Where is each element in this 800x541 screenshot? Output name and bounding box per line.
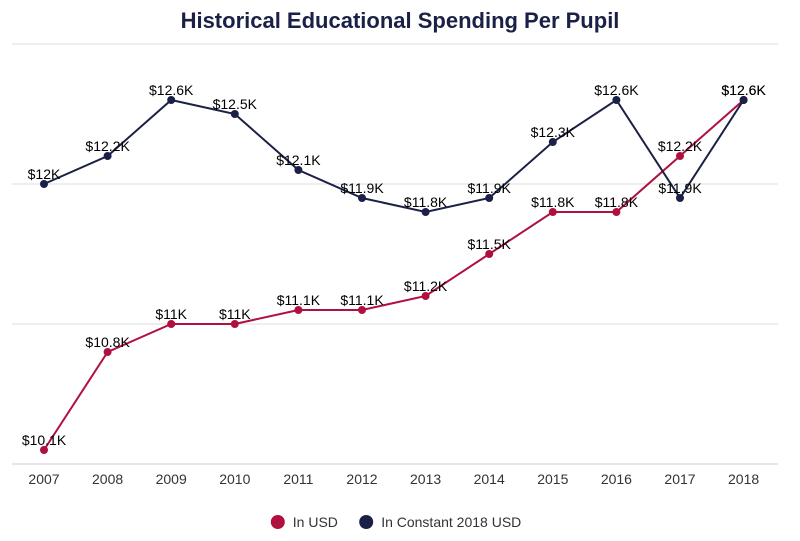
x-tick-label: 2016 bbox=[601, 471, 632, 487]
x-tick-label: 2015 bbox=[537, 471, 568, 487]
data-point[interactable] bbox=[485, 194, 494, 202]
data-label: $11.5K bbox=[468, 236, 512, 252]
data-label: $11.8K bbox=[531, 194, 575, 210]
data-point[interactable] bbox=[103, 348, 112, 356]
data-label: $12.3K bbox=[531, 124, 576, 140]
data-label: $12K bbox=[28, 166, 61, 182]
data-point[interactable] bbox=[358, 306, 366, 314]
x-tick-label: 2018 bbox=[728, 471, 759, 487]
data-point[interactable] bbox=[294, 166, 303, 174]
legend-label[interactable]: In USD bbox=[293, 514, 338, 530]
x-tick-label: 2013 bbox=[410, 471, 441, 487]
data-label: $12.6K bbox=[594, 82, 639, 98]
x-tick-label: 2009 bbox=[156, 471, 187, 487]
data-label: $11.9K bbox=[658, 180, 702, 196]
data-point[interactable] bbox=[230, 320, 239, 328]
legend-marker[interactable] bbox=[270, 515, 285, 529]
x-tick-label: 2014 bbox=[474, 471, 505, 487]
series-line bbox=[43, 99, 745, 451]
data-label: $12.1K bbox=[276, 152, 321, 168]
data-label: $12.6K bbox=[721, 82, 766, 98]
legend-marker[interactable] bbox=[359, 515, 374, 529]
data-label: $12.6K bbox=[721, 82, 766, 98]
data-label: $11.8K bbox=[595, 194, 639, 210]
x-tick-label: 2010 bbox=[219, 471, 250, 487]
x-tick-label: 2007 bbox=[28, 471, 59, 487]
data-point[interactable] bbox=[485, 250, 494, 258]
x-tick-label: 2011 bbox=[283, 471, 313, 487]
data-point[interactable] bbox=[548, 138, 557, 146]
data-label: $11K bbox=[219, 306, 251, 322]
data-point[interactable] bbox=[612, 208, 621, 216]
data-point[interactable] bbox=[167, 96, 176, 104]
data-label: $11.1K bbox=[277, 292, 321, 308]
data-point[interactable] bbox=[676, 152, 684, 160]
data-label: $10.1K bbox=[22, 432, 67, 448]
data-point[interactable] bbox=[421, 208, 430, 216]
data-point[interactable] bbox=[167, 320, 176, 328]
data-label: $11.9K bbox=[468, 180, 512, 196]
data-point[interactable] bbox=[230, 110, 239, 118]
data-point[interactable] bbox=[739, 96, 748, 104]
data-label: $12.5K bbox=[213, 96, 258, 112]
data-label: $11.2K bbox=[404, 278, 448, 294]
data-point[interactable] bbox=[421, 292, 430, 300]
chart-title: Historical Educational Spending Per Pupi… bbox=[180, 8, 620, 33]
data-point[interactable] bbox=[612, 96, 621, 104]
data-point[interactable] bbox=[548, 208, 557, 216]
x-tick-label: 2012 bbox=[346, 471, 377, 487]
data-label: $11.1K bbox=[340, 292, 384, 308]
data-label: $10.8K bbox=[85, 334, 130, 350]
data-point[interactable] bbox=[40, 180, 48, 188]
data-label: $11.9K bbox=[340, 180, 384, 196]
data-point[interactable] bbox=[103, 152, 112, 160]
legend-label[interactable]: In Constant 2018 USD bbox=[381, 514, 521, 530]
data-point[interactable] bbox=[40, 446, 48, 454]
x-tick-label: 2008 bbox=[92, 471, 123, 487]
data-label: $12.2K bbox=[658, 138, 703, 154]
series-line bbox=[43, 98, 745, 214]
x-tick-label: 2017 bbox=[664, 471, 695, 487]
data-label: $12.2K bbox=[85, 138, 130, 154]
data-label: $11.8K bbox=[404, 194, 448, 210]
data-point[interactable] bbox=[358, 194, 366, 202]
data-point[interactable] bbox=[676, 194, 684, 202]
data-label: $11K bbox=[155, 306, 187, 322]
data-label: $12.6K bbox=[149, 82, 194, 98]
data-point[interactable] bbox=[294, 306, 303, 314]
